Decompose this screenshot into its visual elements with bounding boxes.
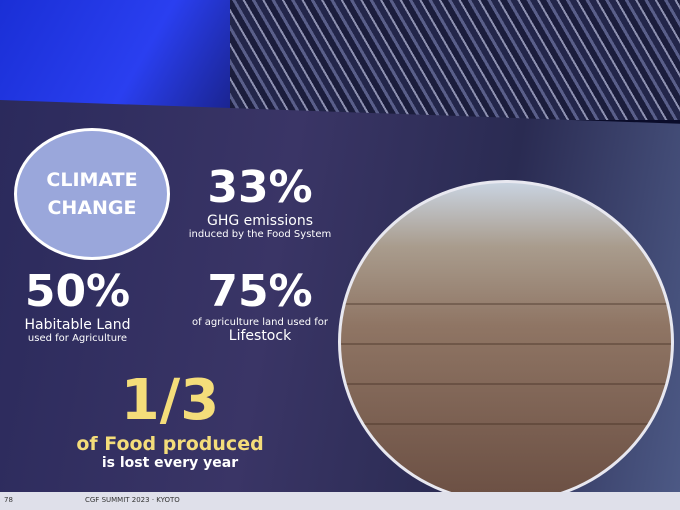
stat-sublabel: induced by the Food System: [188, 229, 332, 240]
ceiling-light: [0, 0, 230, 110]
badge-text: CLIMATE: [46, 169, 138, 191]
stat-label: Habitable Land: [24, 317, 131, 333]
page-number: 78: [4, 496, 13, 504]
field-row: [341, 343, 671, 345]
stat-value: 33%: [207, 162, 313, 213]
stat-sublabel: used for Agriculture: [27, 333, 128, 344]
field-row: [341, 303, 671, 305]
stat-label: GHG emissions: [206, 213, 314, 229]
event-name: CGF SUMMIT 2023 · KYOTO: [85, 496, 180, 504]
stat: 50% Habitable Land used for Agriculture: [0, 266, 155, 344]
badge-text: CHANGE: [47, 197, 137, 219]
stat-sublabel: is lost every year: [101, 455, 239, 471]
field-row: [341, 423, 671, 425]
footer: 78 CGF SUMMIT 2023 · KYOTO: [0, 492, 680, 510]
badge: CLIMATE CHANGE: [14, 128, 170, 260]
stat-sublabel: of agriculture land used for: [191, 317, 329, 328]
stat: 1/3 of Food produced is lost every year: [70, 368, 270, 471]
stat-value: 50%: [24, 266, 131, 317]
stat: 33% GHG emissions induced by the Food Sy…: [180, 162, 340, 240]
stat-label: of Food produced: [76, 433, 264, 455]
harvest-photo: [338, 180, 674, 504]
stat-label: Lifestock: [228, 328, 292, 344]
stat-value: 1/3: [120, 368, 220, 433]
stat: 75% of agriculture land used for Lifesto…: [180, 266, 340, 344]
stat-value: 75%: [207, 266, 313, 317]
field-row: [341, 383, 671, 385]
